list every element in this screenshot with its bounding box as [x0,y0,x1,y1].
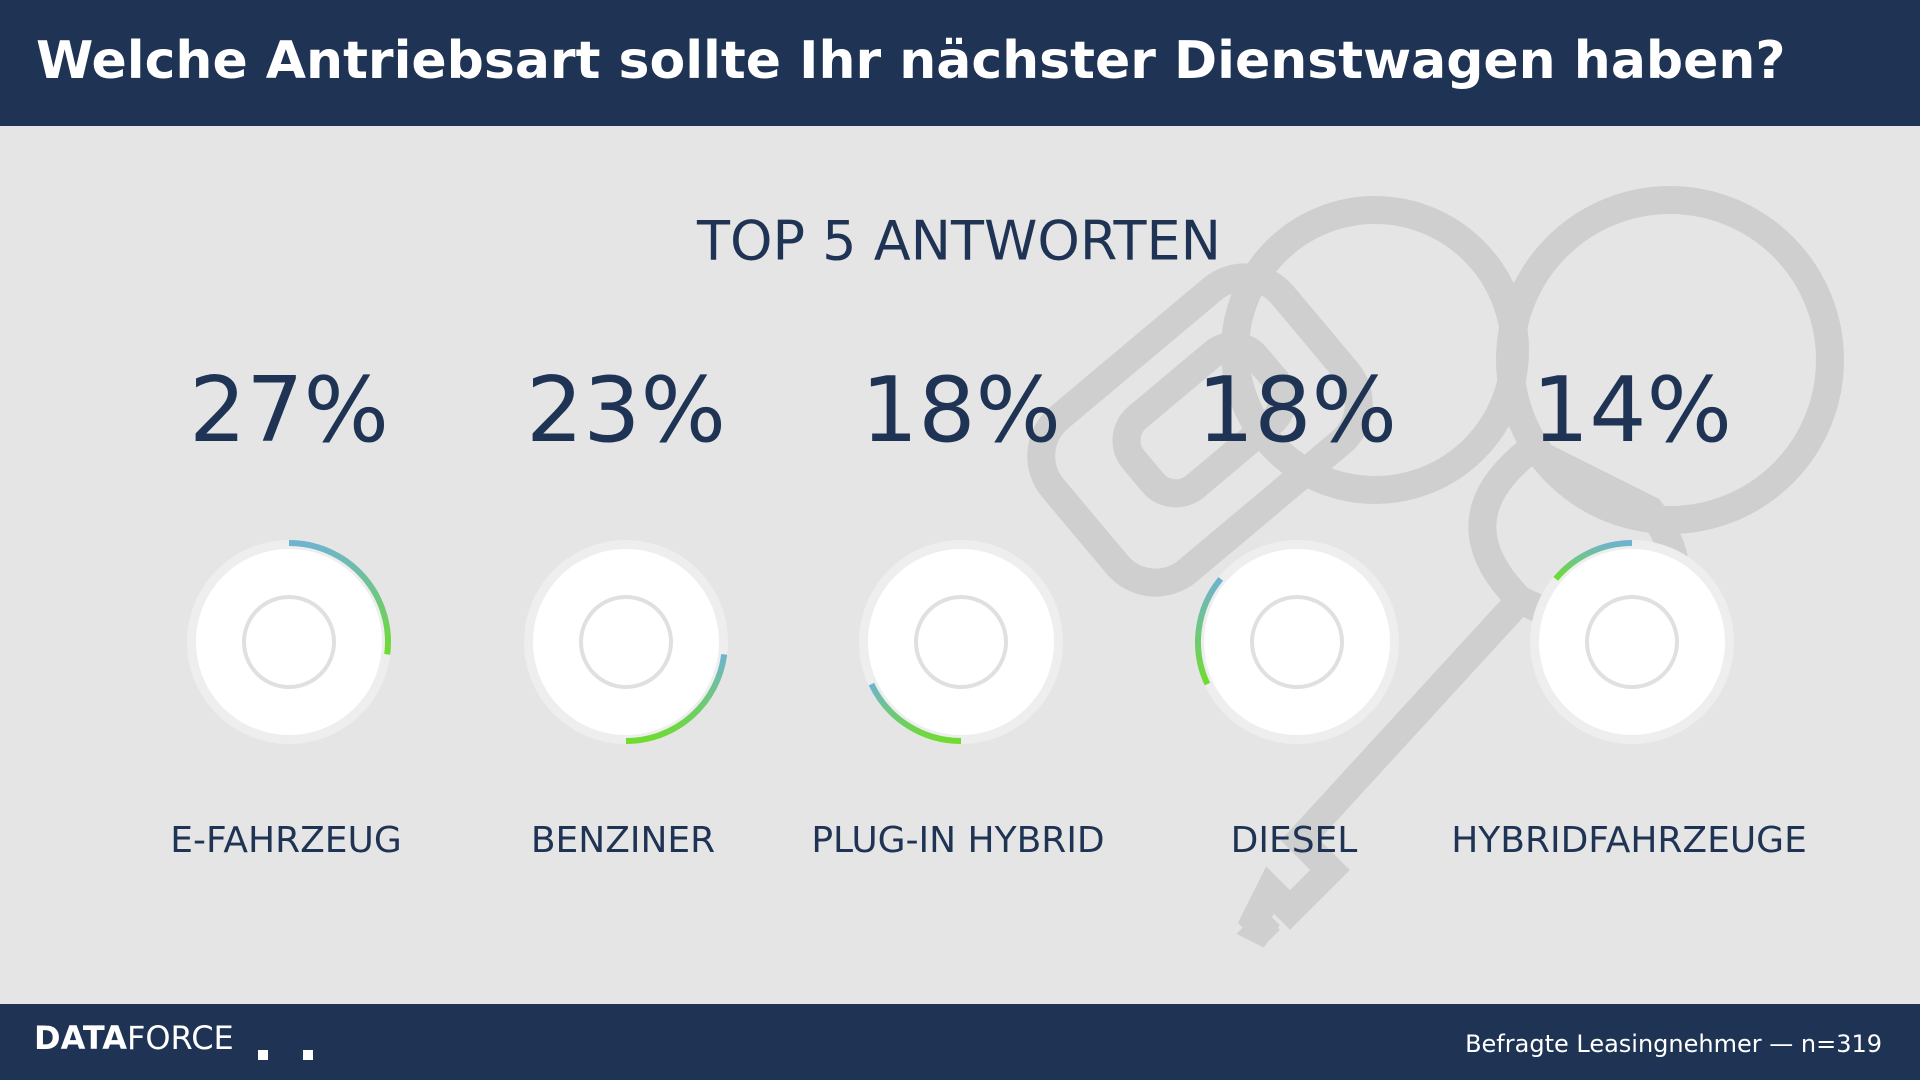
ring-arc [288,540,391,655]
value-label: 18% [861,358,1061,463]
ring-arc [868,682,962,744]
icon [1250,595,1344,689]
value-label: 18% [1197,358,1397,463]
category-label: DIESEL [1231,820,1358,861]
category-label: E-FAHRZEUG [170,820,402,861]
icon [579,595,673,689]
logo-light: FORCE [127,1019,234,1057]
ring-arc [1553,540,1633,581]
subtitle: TOP 5 ANTWORTEN [696,210,1221,273]
icon-circle [1539,549,1725,735]
value-label: 23% [526,358,726,463]
title: Welche Antriebsart sollte Ihr nächster D… [36,31,1786,91]
icon [1585,595,1679,689]
category-label: HYBRIDFAHRZEUGE [1451,820,1807,861]
icon-circle [1204,549,1390,735]
value-label: 14% [1532,358,1732,463]
footer-bar [0,1004,1920,1080]
logo-bold: DATA [34,1019,127,1057]
icon [242,595,336,689]
value-label: 27% [189,358,389,463]
category-label: PLUG-IN HYBRID [811,820,1104,861]
icon-circle [533,549,719,735]
ring-arc [625,654,728,744]
category-label: BENZINER [531,820,715,861]
logo-dots [258,1050,313,1060]
footer-note: Befragte Leasingnehmer — n=319 [1465,1030,1882,1058]
icon [914,595,1008,689]
header-bar [0,0,1920,126]
ring-arc [1195,576,1224,686]
icon-circle [196,549,382,735]
icon-circle [868,549,1054,735]
logo: DATAFORCE [34,1019,234,1057]
